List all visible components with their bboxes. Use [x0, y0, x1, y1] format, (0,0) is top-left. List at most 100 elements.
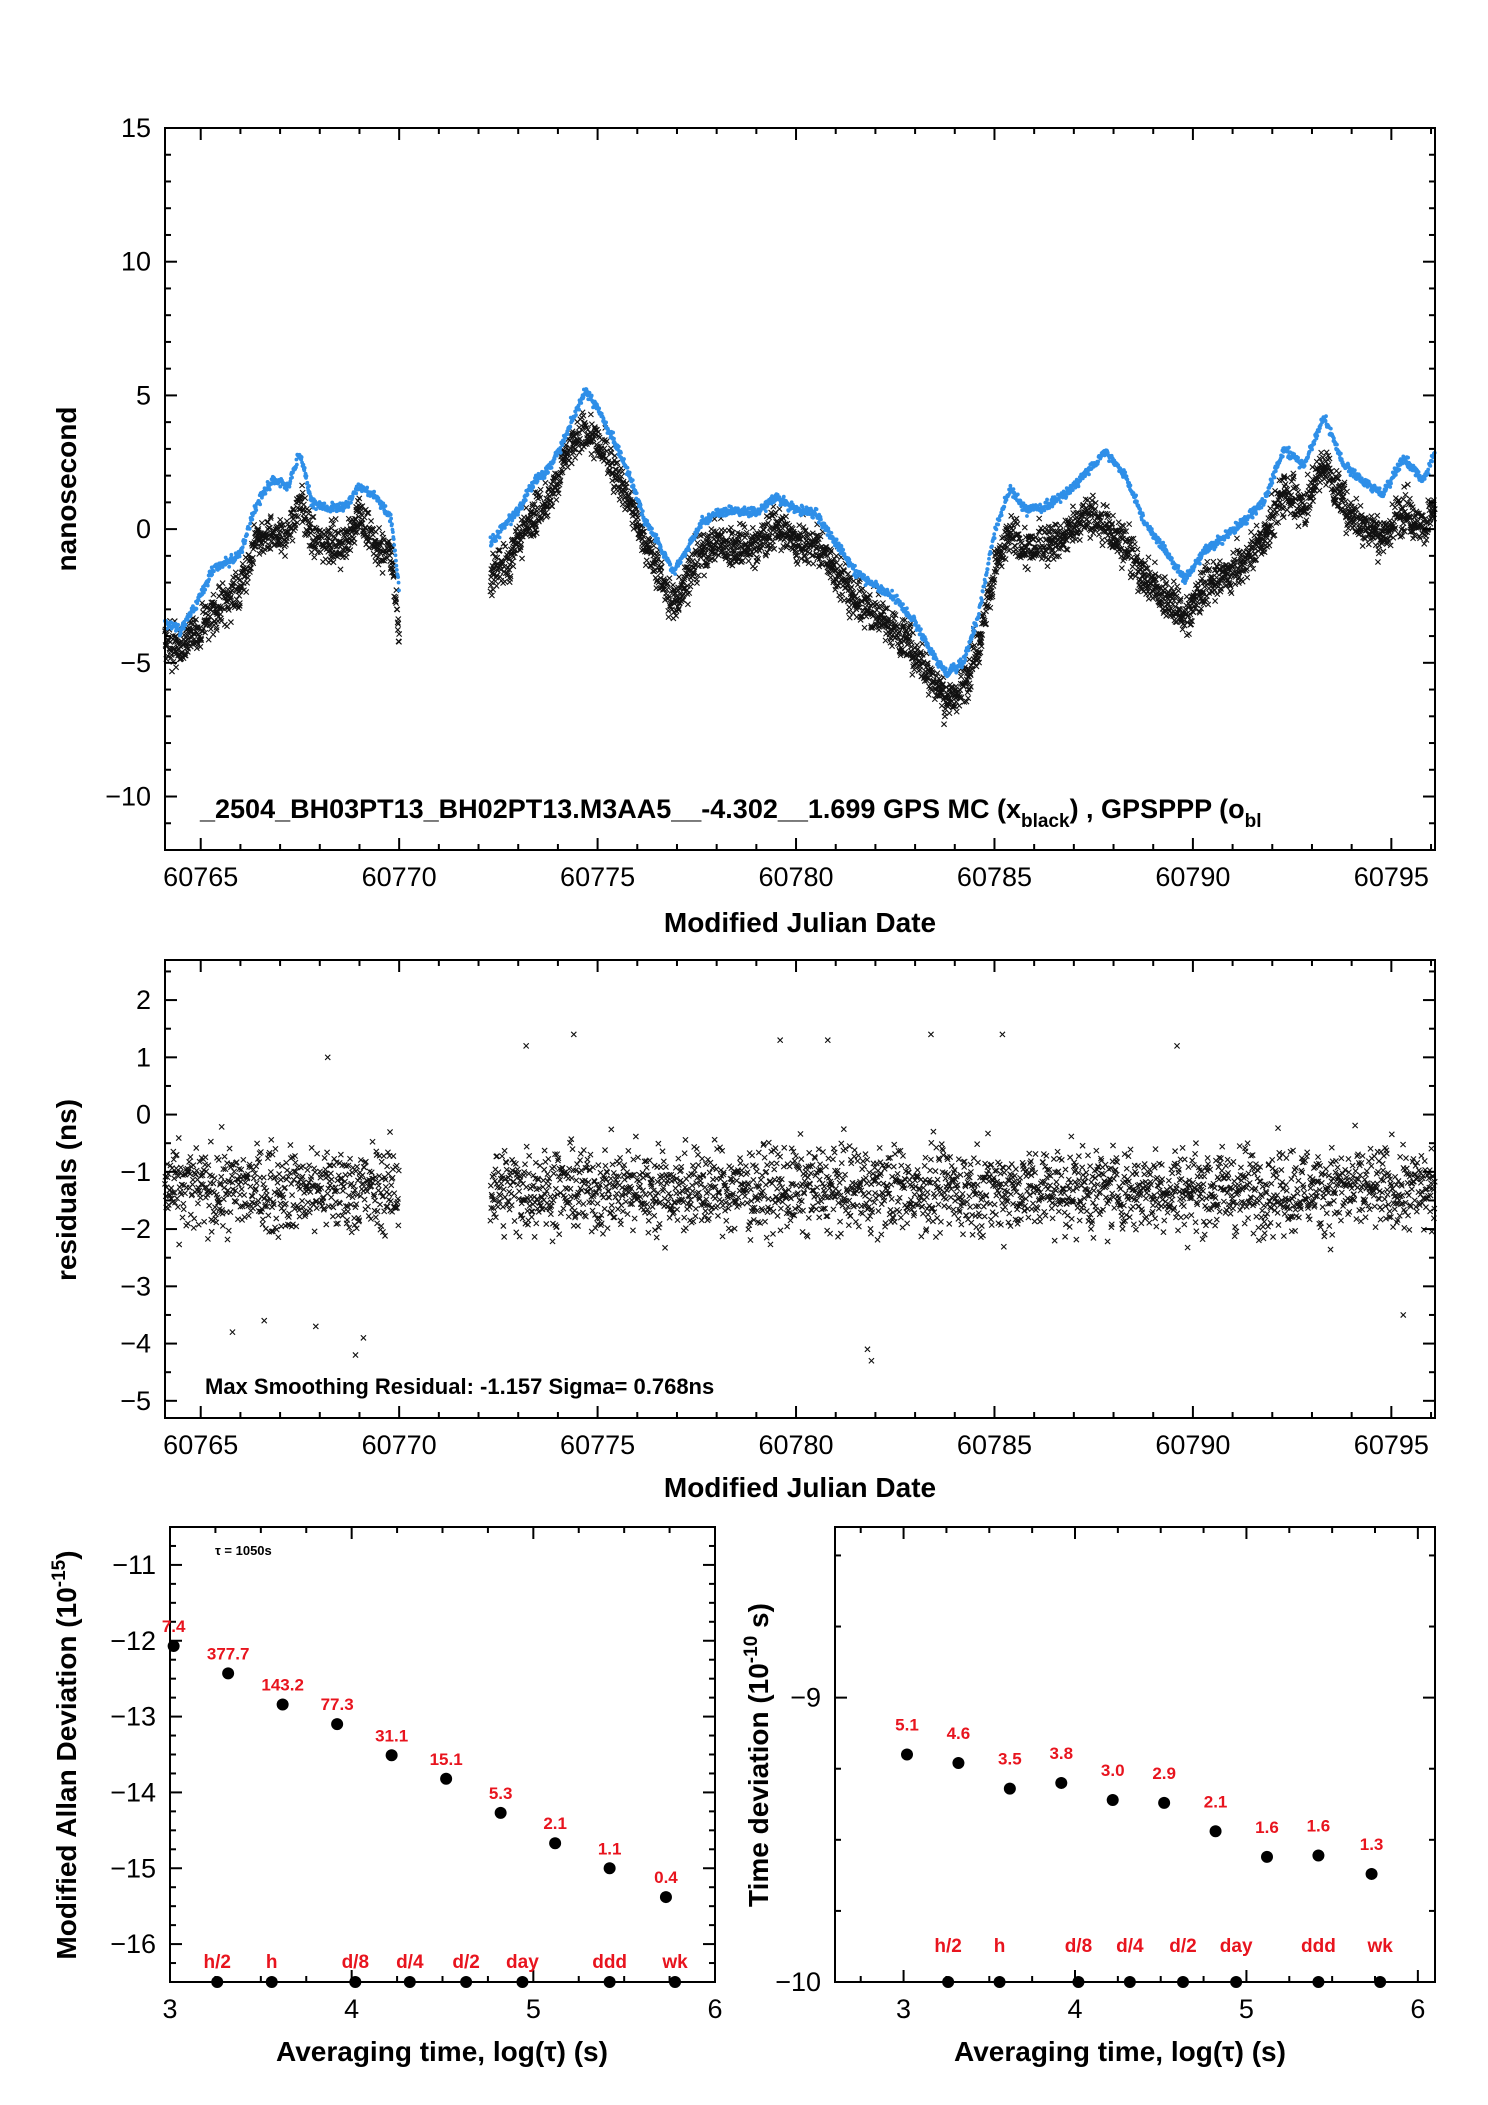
gps-mc-point	[946, 710, 953, 717]
gps-mc-point	[213, 624, 220, 631]
gps-mc-point	[287, 532, 294, 538]
gps-mc-point	[393, 600, 400, 607]
panel-clock-offset: 60765 60770 60775 60780 60785 60790 60795−10−5…	[51, 113, 1438, 938]
gps-mc-point	[182, 652, 189, 659]
gps-mc-point	[610, 489, 617, 496]
gpsppp-point	[305, 480, 310, 485]
gpsppp-point	[245, 532, 249, 537]
gps-mc-point	[1185, 631, 1192, 638]
gps-mc-point	[396, 638, 402, 645]
gps-mc-point	[325, 526, 332, 533]
gpsppp-point	[263, 491, 268, 496]
gpsppp-point	[819, 517, 823, 522]
gpsppp-point	[394, 568, 399, 572]
gps-mc-point	[1343, 488, 1350, 495]
gpsppp-point	[240, 545, 245, 550]
gps-mc-point	[684, 601, 691, 608]
gps-mc-point	[236, 592, 243, 599]
gps-mc-point	[1267, 505, 1274, 512]
gpsppp-point	[391, 537, 396, 542]
gps-mc-point	[210, 631, 217, 638]
gps-mc-point	[861, 624, 868, 631]
gpsppp-point	[354, 491, 359, 496]
gps-mc-point	[866, 591, 873, 598]
gps-mc-point	[1357, 502, 1364, 509]
gps-mc-point	[1198, 605, 1205, 612]
gpsppp-point	[304, 474, 309, 478]
gps-mc-point	[941, 713, 948, 720]
gps-mc-point	[643, 557, 650, 564]
gps-mc-point	[267, 515, 274, 522]
gps-mc-point	[198, 637, 205, 643]
gps-mc-point	[252, 542, 259, 549]
gps-mc-point	[377, 542, 384, 549]
gps-mc-point	[1309, 464, 1316, 471]
gps-mc-point	[1131, 541, 1138, 548]
gps-mc-point	[534, 504, 541, 511]
gps-mc-point	[318, 534, 325, 541]
gpsppp-point	[683, 551, 688, 556]
gps-mc-point	[666, 575, 673, 582]
gps-mc-point	[1195, 580, 1202, 587]
gpsppp-point	[579, 401, 584, 405]
gpsppp-point	[207, 577, 211, 582]
gps-mc-point	[873, 601, 880, 608]
gps-mc-point	[294, 519, 301, 526]
gps-mc-point	[229, 587, 236, 594]
gpsppp-point	[248, 521, 253, 526]
gps-mc-point	[368, 518, 375, 525]
gps-mc-point	[1380, 548, 1387, 555]
gps-mc-point	[1266, 537, 1273, 544]
gps-mc-point	[306, 507, 313, 514]
gps-mc-point	[236, 600, 243, 607]
gps-mc-point	[1368, 513, 1375, 520]
gpsppp-point	[392, 543, 397, 547]
gps-mc-point	[531, 501, 538, 508]
gps-mc-point	[925, 691, 932, 698]
gps-mc-point	[1318, 449, 1325, 456]
gps-mc-point	[1374, 558, 1381, 565]
gpsppp-point	[183, 622, 188, 627]
gps-mc-point	[266, 542, 273, 549]
gpsppp-point	[302, 466, 307, 470]
gpsppp-point	[611, 430, 616, 435]
gps-mc-point	[538, 516, 545, 523]
gps-mc-point	[783, 513, 789, 520]
gps-mc-point	[1316, 487, 1323, 494]
gpsppp-point	[205, 583, 210, 588]
gps-mc-point	[749, 524, 756, 531]
gps-mc-point	[299, 489, 306, 496]
gps-mc-point	[953, 708, 960, 715]
gps-mc-point	[258, 519, 265, 526]
gps-mc-point	[227, 619, 234, 626]
gps-mc-point	[329, 538, 336, 545]
gps-mc-point	[1021, 524, 1028, 531]
gpsppp-point	[397, 588, 401, 593]
gpsppp-point	[562, 439, 567, 444]
gps-mc-point	[1161, 574, 1168, 581]
gps-mc-point	[500, 540, 507, 547]
gps-mc-point	[355, 513, 362, 520]
gpsppp-point	[240, 550, 245, 555]
gps-mc-point	[529, 501, 536, 508]
gps-mc-point	[533, 523, 539, 530]
gps-mc-point	[389, 565, 396, 572]
gps-mc-point	[518, 541, 525, 548]
gps-mc-point	[616, 496, 623, 503]
gps-mc-point	[487, 588, 494, 595]
gps-mc-point	[523, 504, 530, 511]
gps-mc-point	[356, 495, 363, 502]
gpsppp-point	[631, 484, 636, 488]
gps-mc-point	[511, 550, 518, 557]
gps-mc-point	[694, 559, 701, 566]
gpsppp-point	[390, 530, 395, 534]
gps-mc-point	[1252, 551, 1259, 558]
gpsppp-point	[497, 535, 502, 540]
gpsppp-point	[211, 569, 216, 574]
gpsppp-point	[638, 503, 643, 507]
gpsppp-point	[811, 515, 815, 520]
gpsppp-point	[546, 470, 550, 475]
gpsppp-point	[625, 465, 630, 470]
gpsppp-point	[698, 525, 703, 530]
